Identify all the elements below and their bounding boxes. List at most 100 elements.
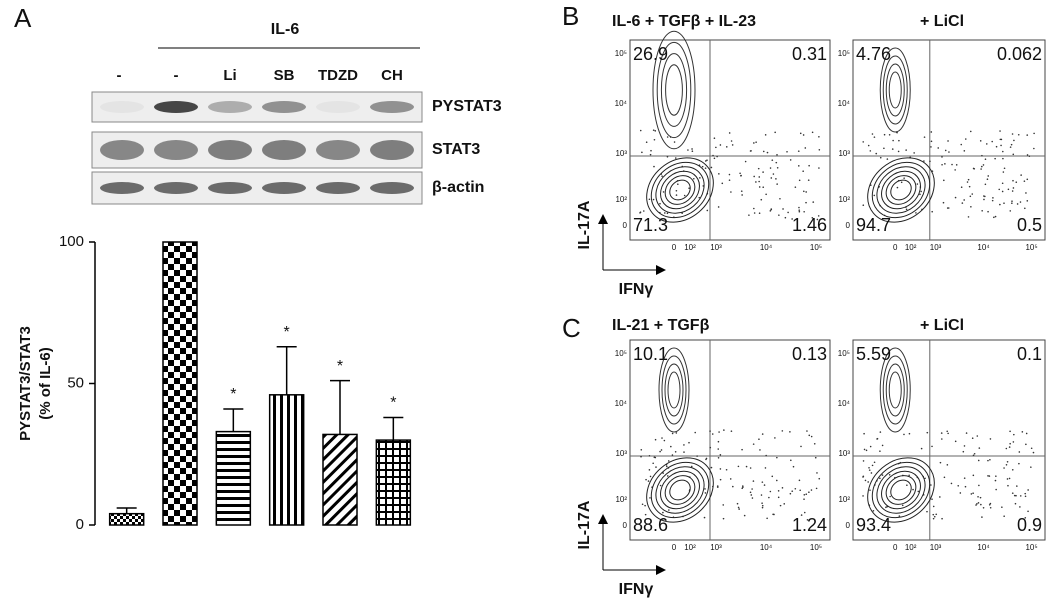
event-dot (930, 484, 932, 486)
contour (655, 466, 705, 514)
event-dot (737, 465, 740, 468)
event-dot (944, 149, 947, 152)
event-dot (737, 506, 740, 509)
event-dot (868, 466, 870, 469)
event-dot (992, 197, 994, 199)
event-dot (663, 439, 666, 442)
event-dot (730, 430, 733, 432)
event-dot (903, 433, 905, 436)
event-dot (1003, 515, 1005, 518)
event-dot (879, 156, 882, 159)
plot-frame (629, 339, 831, 541)
event-dot (704, 160, 707, 162)
event-dot (662, 472, 664, 474)
y-tick-label: 10⁵ (615, 349, 627, 358)
event-dot (942, 201, 945, 204)
event-dot (1025, 443, 1027, 446)
event-dot (815, 487, 818, 490)
event-dot (1030, 447, 1033, 450)
event-dot (993, 216, 995, 219)
event-dot (760, 198, 763, 201)
event-dot (1018, 462, 1020, 465)
event-dot (641, 503, 644, 506)
event-dot (983, 198, 985, 201)
event-dot (980, 165, 983, 168)
contour (665, 64, 683, 116)
event-dot (660, 449, 663, 451)
event-dot (892, 139, 894, 142)
lane-label: CH (381, 67, 403, 84)
event-dot (776, 166, 779, 169)
event-dot (908, 432, 911, 435)
event-dot (988, 475, 991, 477)
flow-panels: IL-6 + TGFβ + IL-23 26.9 0.31 71.3 1.46 0 0 10²… (576, 13, 1046, 598)
lane-label: - (174, 67, 179, 84)
event-dot (984, 183, 987, 186)
event-dot (779, 197, 781, 200)
event-dot (703, 516, 706, 519)
event-dot (645, 478, 647, 481)
contour (885, 63, 905, 117)
event-dot (1013, 494, 1016, 497)
event-dot (1009, 146, 1012, 148)
event-dot (865, 449, 868, 452)
event-dot (761, 502, 763, 504)
event-dot (771, 475, 774, 478)
event-dot (1016, 203, 1019, 205)
blot-band (208, 182, 252, 194)
event-dot (987, 210, 989, 213)
event-dot (1019, 495, 1022, 497)
x-tick-label: 10³ (930, 243, 942, 252)
significance: * (230, 386, 236, 403)
event-dot (986, 178, 989, 181)
flow-x-label: IFNγ (619, 281, 654, 298)
contour (660, 170, 700, 210)
quadrant-value: 94.7 (856, 215, 891, 235)
y-tick-label: 10⁵ (838, 349, 850, 358)
event-dot (798, 209, 801, 211)
event-dot (868, 469, 871, 471)
event-dot (991, 199, 994, 202)
event-dot (989, 458, 991, 461)
event-dot (717, 206, 720, 208)
event-dot (803, 498, 805, 500)
event-dot (940, 432, 943, 434)
blot-band (154, 140, 198, 160)
event-dot (889, 495, 891, 498)
event-dot (947, 140, 949, 142)
significance: * (337, 358, 343, 375)
event-dot (704, 488, 706, 490)
event-dot (771, 159, 774, 161)
event-dot (778, 214, 780, 216)
event-dot (752, 480, 755, 482)
event-dot (876, 437, 879, 440)
contour (879, 47, 911, 133)
x-tick-label: 10⁴ (977, 243, 990, 252)
event-dot (871, 464, 874, 467)
x-tick-label: 10⁵ (1025, 243, 1037, 252)
event-dot (798, 206, 800, 209)
significance: * (284, 324, 290, 341)
flow-y-label: IL-17A (576, 200, 593, 249)
event-dot (885, 506, 887, 509)
blot-band (208, 140, 252, 160)
event-dot (987, 459, 989, 462)
event-dot (691, 148, 693, 150)
event-dot (898, 139, 900, 142)
event-dot (712, 154, 714, 157)
event-dot (972, 167, 975, 170)
event-dot (948, 151, 950, 153)
event-dot (1009, 430, 1011, 433)
event-dot (1024, 495, 1027, 498)
event-dot (976, 435, 979, 437)
event-dot (970, 493, 973, 495)
contour (882, 55, 908, 125)
event-dot (650, 149, 652, 152)
y-tick-label: 0 (846, 221, 851, 230)
event-dot (782, 208, 784, 210)
lane-label: Li (223, 67, 236, 84)
event-dot (915, 212, 917, 214)
event-dot (789, 492, 792, 495)
event-dot (639, 129, 642, 132)
event-dot (912, 488, 914, 491)
